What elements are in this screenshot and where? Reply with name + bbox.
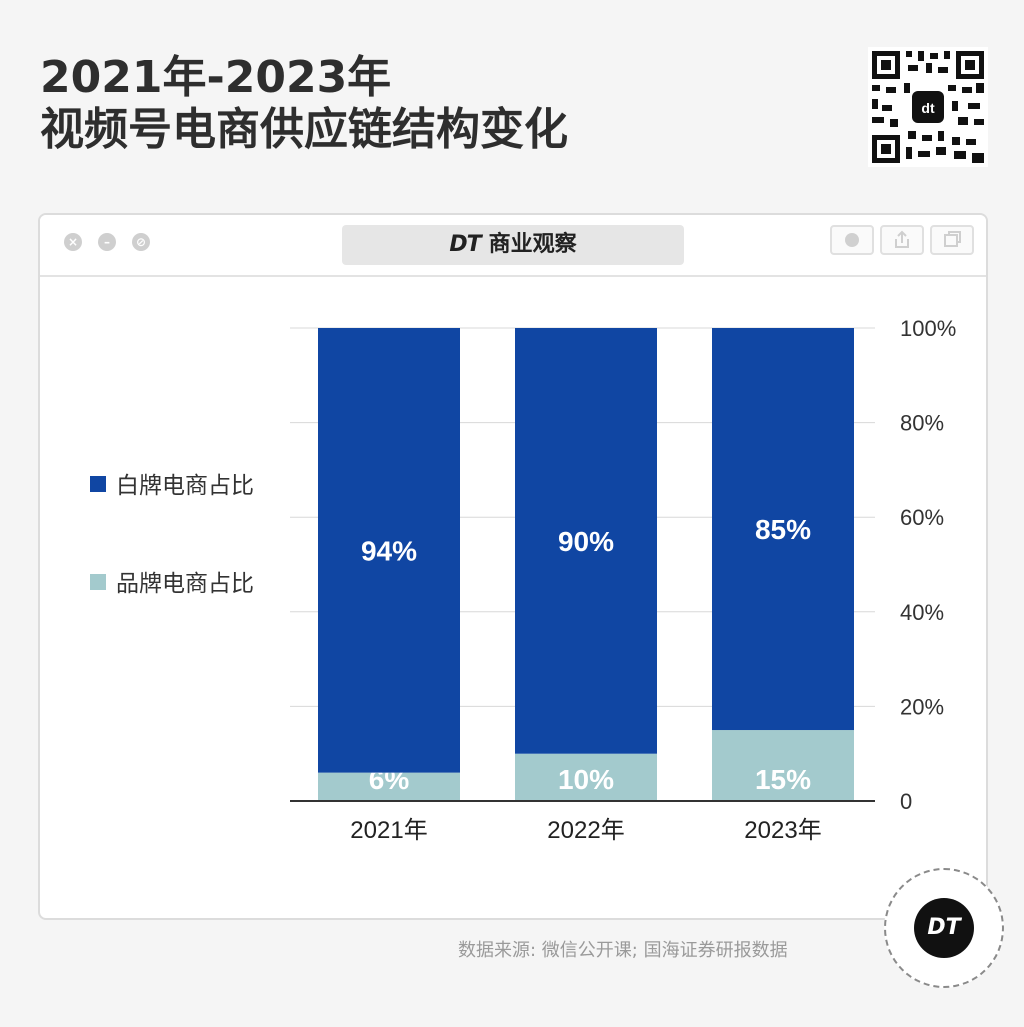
window-title-bar: × – ⊘ DT 商业观察 [40, 215, 986, 277]
bar-segment [712, 328, 854, 731]
minimize-icon[interactable]: – [98, 233, 116, 251]
title-line-1: 2021年-2023年 [40, 52, 392, 103]
dt-logo: DT [449, 232, 481, 257]
bar-value-label: 94% [361, 535, 417, 566]
window-brand-title: DT 商业观察 [342, 225, 684, 265]
y-tick-label: 0 [900, 789, 912, 814]
bar-value-label: 15% [755, 764, 811, 795]
data-source: 数据来源: 微信公开课; 国海证券研报数据 [458, 940, 788, 961]
record-icon [845, 233, 859, 247]
bar-segment [318, 328, 460, 773]
title-line-2: 视频号电商供应链结构变化 [40, 104, 568, 155]
dt-badge-logo: DT [884, 868, 1004, 988]
share-button[interactable] [880, 225, 924, 255]
legend-swatch [90, 574, 106, 590]
legend-label: 品牌电商占比 [116, 570, 254, 596]
y-tick-label: 20% [900, 694, 944, 719]
close-icon[interactable]: × [64, 233, 82, 251]
dt-badge-icon: DT [914, 898, 974, 958]
bar-value-label: 85% [755, 514, 811, 545]
bar-segment [515, 753, 657, 801]
bar-value-label: 90% [558, 526, 614, 557]
svg-text:dt: dt [921, 100, 935, 116]
share-icon [895, 230, 909, 248]
qr-code-icon: dt [868, 47, 988, 167]
expand-icon[interactable]: ⊘ [132, 233, 150, 251]
window-copy-button[interactable] [930, 225, 974, 255]
y-tick-label: 100% [900, 316, 956, 341]
chart-title: 2021年-2023年 视频号电商供应链结构变化 [40, 52, 568, 156]
x-tick-label: 2023年 [744, 817, 821, 844]
y-tick-label: 80% [900, 411, 944, 436]
y-tick-label: 60% [900, 505, 944, 530]
x-tick-label: 2022年 [547, 817, 624, 844]
bar-value-label: 10% [558, 764, 614, 795]
x-tick-label: 2021年 [350, 817, 427, 844]
bar-segment [318, 772, 460, 801]
y-tick-label: 40% [900, 600, 944, 625]
brand-name: 商业观察 [488, 232, 577, 257]
legend-label: 白牌电商占比 [116, 472, 254, 498]
record-button[interactable] [830, 225, 874, 255]
copy-icon [944, 231, 961, 247]
bar-segment [515, 328, 657, 754]
legend-swatch [90, 476, 106, 492]
bar-segment [712, 730, 854, 801]
